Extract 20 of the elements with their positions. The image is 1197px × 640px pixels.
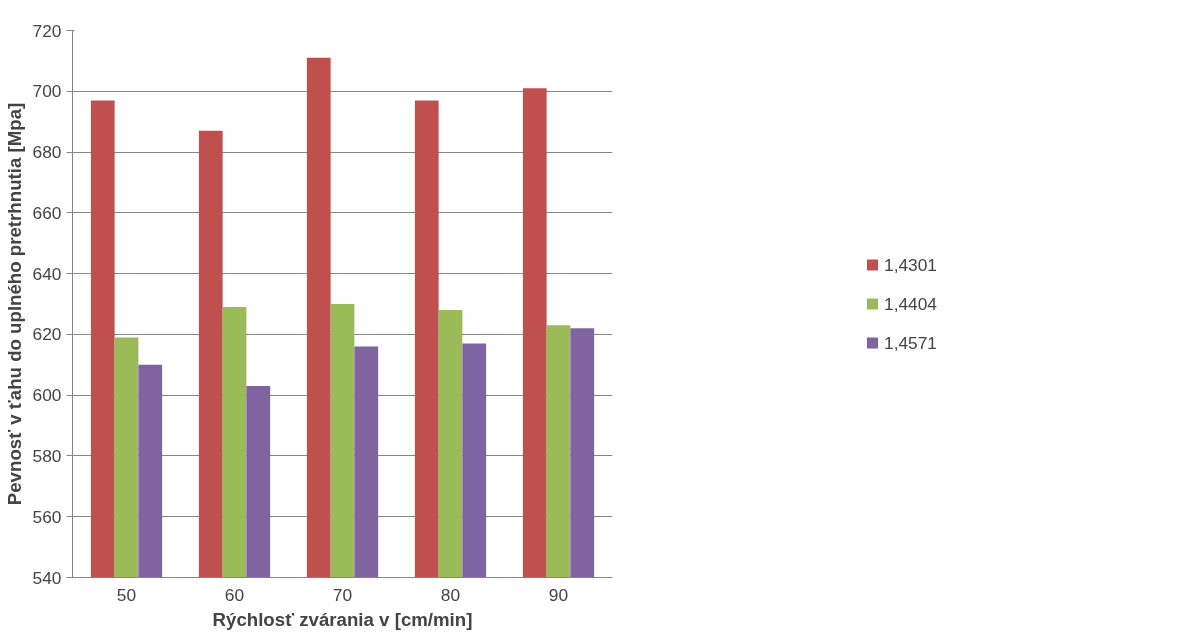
x-tick-label: 90 xyxy=(548,584,569,605)
legend-label: 1,4571 xyxy=(884,332,937,353)
x-tick-label: 50 xyxy=(116,584,137,605)
y-tick-label: 560 xyxy=(32,506,62,527)
y-tick-label: 700 xyxy=(32,81,62,102)
legend-label: 1,4301 xyxy=(884,254,937,275)
x-tick-label: 80 xyxy=(440,584,461,605)
x-tick-label: 60 xyxy=(224,584,245,605)
y-tick-label: 660 xyxy=(32,202,62,223)
y-tick-label: 540 xyxy=(32,567,62,588)
x-axis-title: Rýchlosť zvárania v [cm/min] xyxy=(212,608,473,630)
y-tick-label: 720 xyxy=(32,20,62,41)
y-tick-label: 620 xyxy=(32,324,62,345)
y-tick-label: 640 xyxy=(32,263,62,284)
y-axis-title: Pevnosť v ťahu do uplného pretrhnutia [Mpa] xyxy=(3,102,25,506)
x-tick-label: 70 xyxy=(332,584,353,605)
legend-label: 1,4404 xyxy=(884,293,937,314)
y-tick-label: 600 xyxy=(32,385,62,406)
y-tick-label: 580 xyxy=(32,445,62,466)
y-tick-label: 680 xyxy=(32,142,62,163)
